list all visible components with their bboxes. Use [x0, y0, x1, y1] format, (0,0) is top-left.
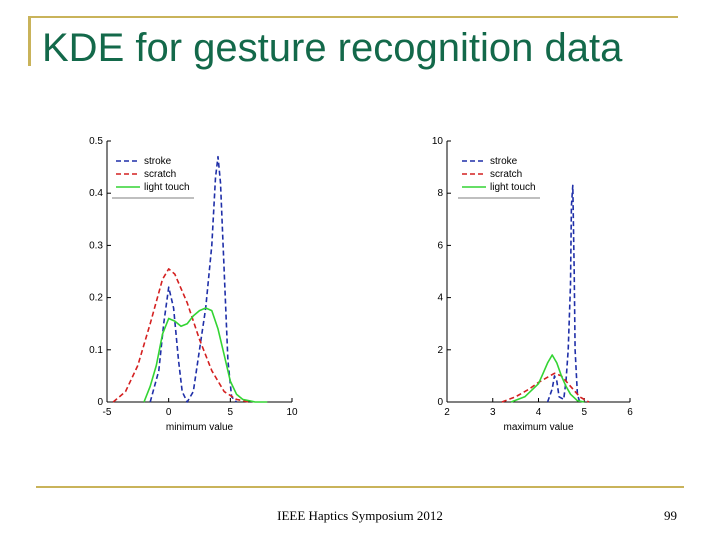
chart-left-y-tick-label: 0	[97, 397, 103, 408]
chart-right-y-tick-label: 2	[437, 345, 443, 356]
chart-right-legend-label: light touch	[490, 182, 536, 193]
chart-right-legend-label: scratch	[490, 169, 522, 180]
chart-left-y-tick-label: 0.4	[89, 188, 103, 199]
chart-left-series-stroke	[149, 155, 238, 403]
chart-left-x-tick-label: 10	[286, 407, 298, 418]
chart-right-y-tick-label: 6	[437, 240, 443, 251]
chart-right-x-tick-label: 3	[490, 407, 496, 418]
chart-left-series-scratch	[112, 268, 249, 403]
chart-left-legend-label: light touch	[144, 182, 190, 193]
chart-left-x-tick-label: -5	[103, 407, 112, 418]
slide-title: KDE for gesture recognition data	[42, 26, 623, 70]
title-rule-top	[28, 16, 678, 18]
chart-right-series-stroke	[546, 184, 581, 403]
chart-right-x-tick-label: 5	[581, 407, 587, 418]
chart-right-x-tick-label: 6	[627, 407, 633, 418]
chart-right-x-tick-label: 4	[536, 407, 542, 418]
chart-left-series-light-touch	[143, 307, 268, 403]
chart-left-x-axis-label: minimum value	[166, 422, 234, 433]
chart-right-y-tick-label: 8	[437, 188, 443, 199]
chart-left-x-tick-label: 0	[166, 407, 172, 418]
chart-left-x-tick-label: 5	[228, 407, 234, 418]
chart-right-legend-label: stroke	[490, 156, 518, 167]
chart-right-x-tick-label: 2	[444, 407, 450, 418]
page-number: 99	[664, 508, 677, 523]
chart-left-y-tick-label: 0.2	[89, 293, 103, 304]
chart-right-series-scratch	[501, 372, 590, 403]
chart-right-y-tick-label: 4	[437, 293, 443, 304]
title-rule-vertical	[28, 16, 31, 66]
chart-left-y-tick-label: 0.5	[89, 136, 103, 147]
chart-left-legend-label: scratch	[144, 169, 176, 180]
chart-right-x-axis-label: maximum value	[503, 422, 573, 433]
chart-right-series-light-touch	[510, 354, 585, 403]
chart-left-legend-label: stroke	[144, 156, 172, 167]
footer-text: IEEE Haptics Symposium 2012	[277, 508, 443, 523]
chart-left-y-tick-label: 0.3	[89, 240, 103, 251]
chart-left-y-tick-label: 0.1	[89, 345, 103, 356]
chart-right-y-tick-label: 10	[432, 136, 444, 147]
chart-right-y-tick-label: 0	[437, 397, 443, 408]
footer-rule	[36, 486, 684, 488]
